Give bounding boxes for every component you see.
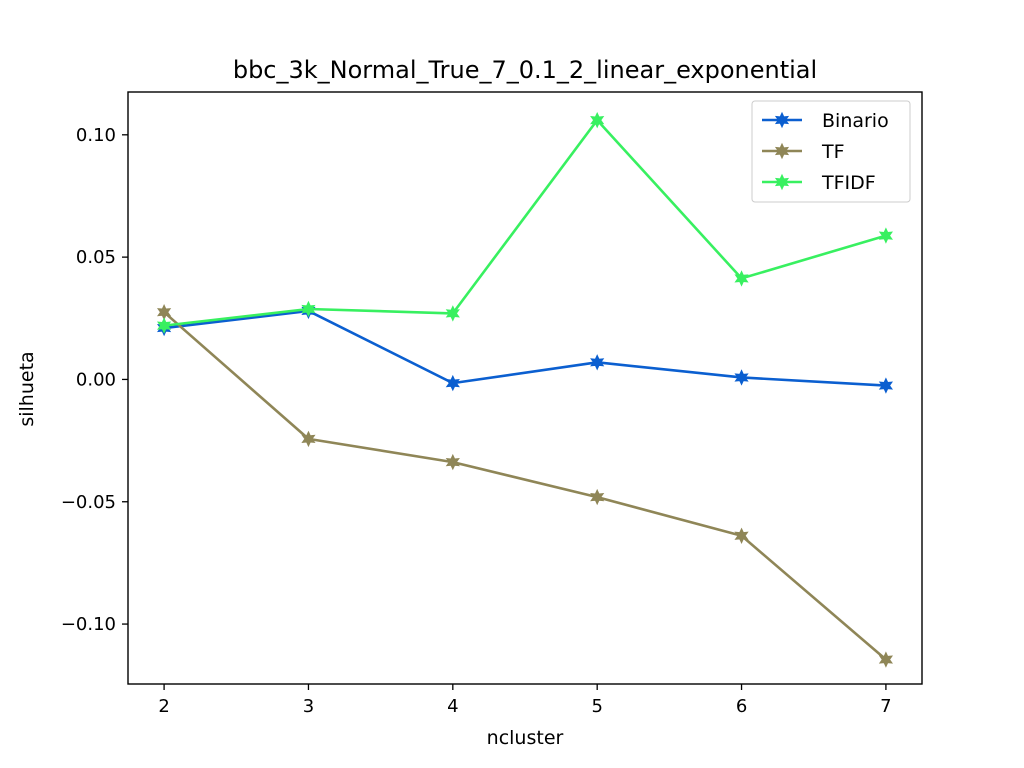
x-tick-label: 3 — [303, 696, 314, 717]
data-point-tfidf — [301, 300, 316, 318]
legend-label-tfidf: TFIDF — [821, 172, 876, 194]
x-tick-label: 7 — [880, 696, 891, 717]
legend-marker-tfidf — [774, 173, 790, 191]
data-point-binario — [878, 377, 894, 394]
data-point-binario — [734, 369, 749, 386]
legend-label-binario: Binario — [822, 110, 889, 132]
data-point-tfidf — [878, 227, 894, 244]
series-line-tfidf — [163, 118, 887, 327]
data-point-tf — [878, 651, 894, 668]
x-tick-label: 6 — [736, 696, 747, 717]
legend-box — [751, 100, 911, 203]
y-tick-label: 0.05 — [76, 247, 116, 268]
x-tick-label: 4 — [447, 696, 458, 717]
data-point-tf — [590, 488, 605, 506]
data-point-tfidf — [157, 317, 172, 334]
y-tick-label: −0.05 — [61, 492, 116, 513]
data-point-tf — [445, 453, 460, 471]
y-axis-label: silhueta — [16, 351, 38, 426]
y-tick-label: 0.10 — [76, 125, 116, 146]
data-point-tf — [734, 527, 749, 544]
series-line-tf — [163, 311, 887, 661]
data-point-tfidf — [734, 270, 749, 287]
y-tick-label: 0.00 — [76, 369, 116, 390]
y-tick-label: −0.10 — [61, 614, 116, 635]
chart-title: bbc_3k_Normal_True_7_0.1_2_linear_expone… — [233, 56, 817, 84]
data-point-tfidf — [445, 305, 460, 322]
x-tick-label: 5 — [591, 696, 602, 717]
axes-frame — [127, 91, 923, 685]
data-point-binario — [590, 354, 605, 371]
legend-marker-tf — [774, 142, 790, 160]
data-point-binario — [445, 374, 460, 392]
series-line-binario — [163, 309, 886, 387]
data-point-tfidf — [590, 111, 605, 129]
x-tick-label: 2 — [158, 696, 169, 717]
legend-label-tf: TF — [821, 141, 845, 163]
plot-area: 2 3 4 5 6 7 0.10 0.05 0.00 −0.05 −0.10 — [61, 91, 923, 717]
legend-marker-binario — [774, 111, 790, 129]
data-point-tf — [301, 430, 316, 448]
x-axis-label: ncluster — [487, 727, 564, 749]
legend: Binario TF TFIDF — [751, 100, 911, 203]
